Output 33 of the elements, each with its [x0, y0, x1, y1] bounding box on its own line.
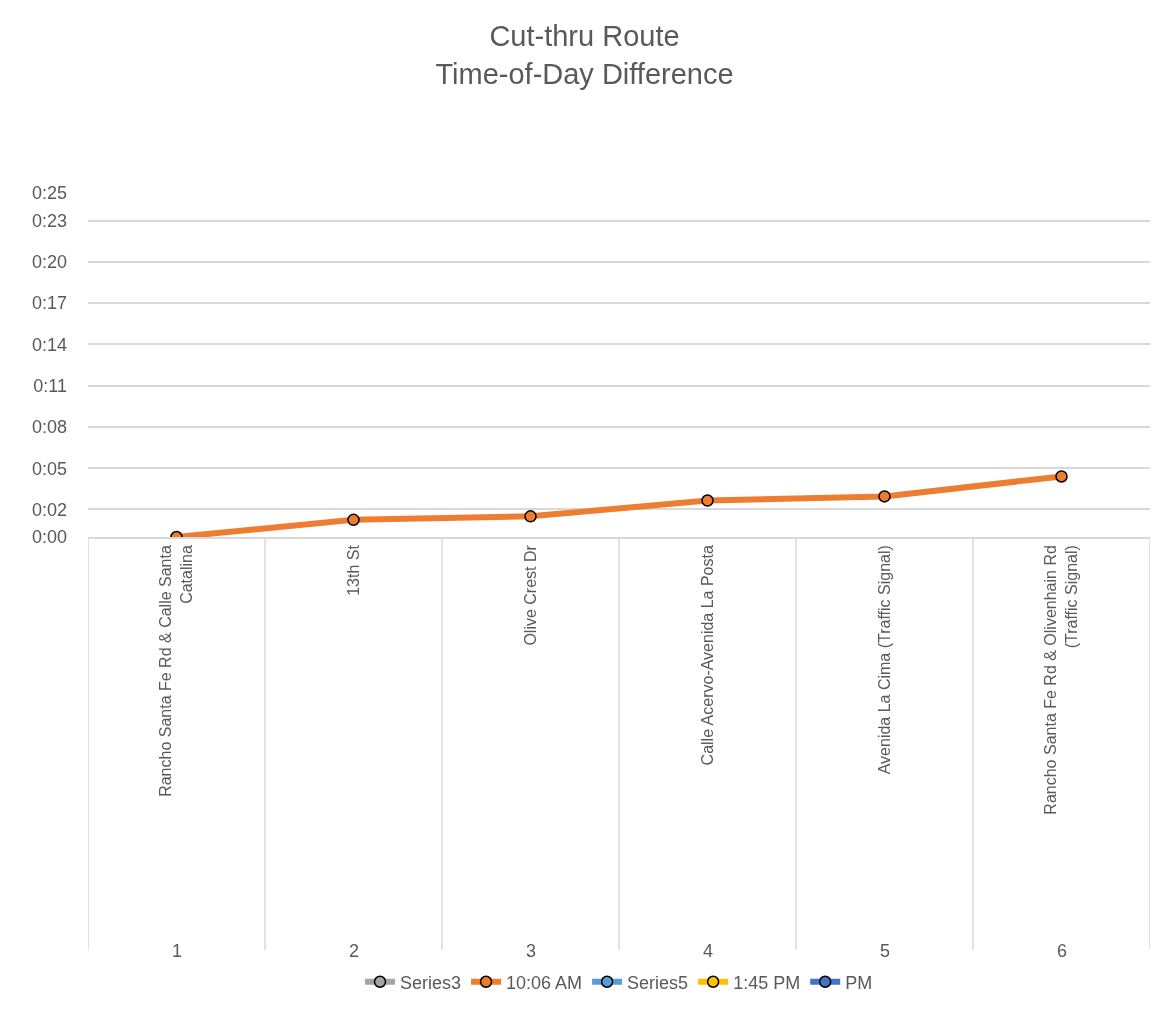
point	[347, 513, 360, 527]
x-tick-label: Rancho Santa Fe Rd & Olivenhain Rd (Traffic Signal)	[1042, 545, 1081, 815]
chart-title: Cut-thru Route Time-of-Day Difference	[435, 20, 734, 90]
y-tick-label: 0:14	[31, 334, 67, 355]
y-tick-label: 0:23	[31, 210, 67, 231]
x-tick-label: 13th St	[344, 544, 362, 596]
legend-label: Series5	[627, 972, 689, 993]
text: 2	[349, 941, 360, 961]
x-tick-label: Avenida La Cima (Traffic Signal)	[875, 545, 893, 775]
point	[524, 510, 537, 523]
y-tick-label: 0:08	[31, 417, 67, 438]
point	[1055, 470, 1068, 483]
legend-label: 10:06 AM	[506, 972, 583, 993]
text: 4	[703, 941, 714, 961]
text: 3	[526, 941, 537, 961]
text: 6	[1057, 941, 1068, 961]
y-tick-label: 0:25	[31, 183, 67, 204]
y-tick-label: 0:00	[31, 527, 67, 548]
x-tick-label: Rancho Santa Fe Rd & Calle Santa Catalina	[157, 545, 196, 797]
text: 5	[880, 941, 891, 961]
point	[878, 490, 891, 503]
y-tick-label: 0:05	[31, 458, 67, 479]
text: 1	[172, 941, 183, 961]
legend-label: 1:45 PM	[733, 972, 801, 993]
x-tick-label: Calle Acervo-Avenida La Posta	[698, 545, 716, 766]
legend-label: Series3	[400, 972, 462, 993]
y-tick-label: 0:17	[31, 293, 67, 314]
x-tick-label: Olive Crest Dr	[521, 544, 539, 646]
legend-label: PM	[845, 972, 873, 993]
y-tick-label: 0:02	[31, 499, 67, 520]
y-tick-label: 0:11	[33, 375, 67, 396]
point	[701, 494, 714, 507]
y-tick-label: 0:20	[31, 252, 67, 273]
